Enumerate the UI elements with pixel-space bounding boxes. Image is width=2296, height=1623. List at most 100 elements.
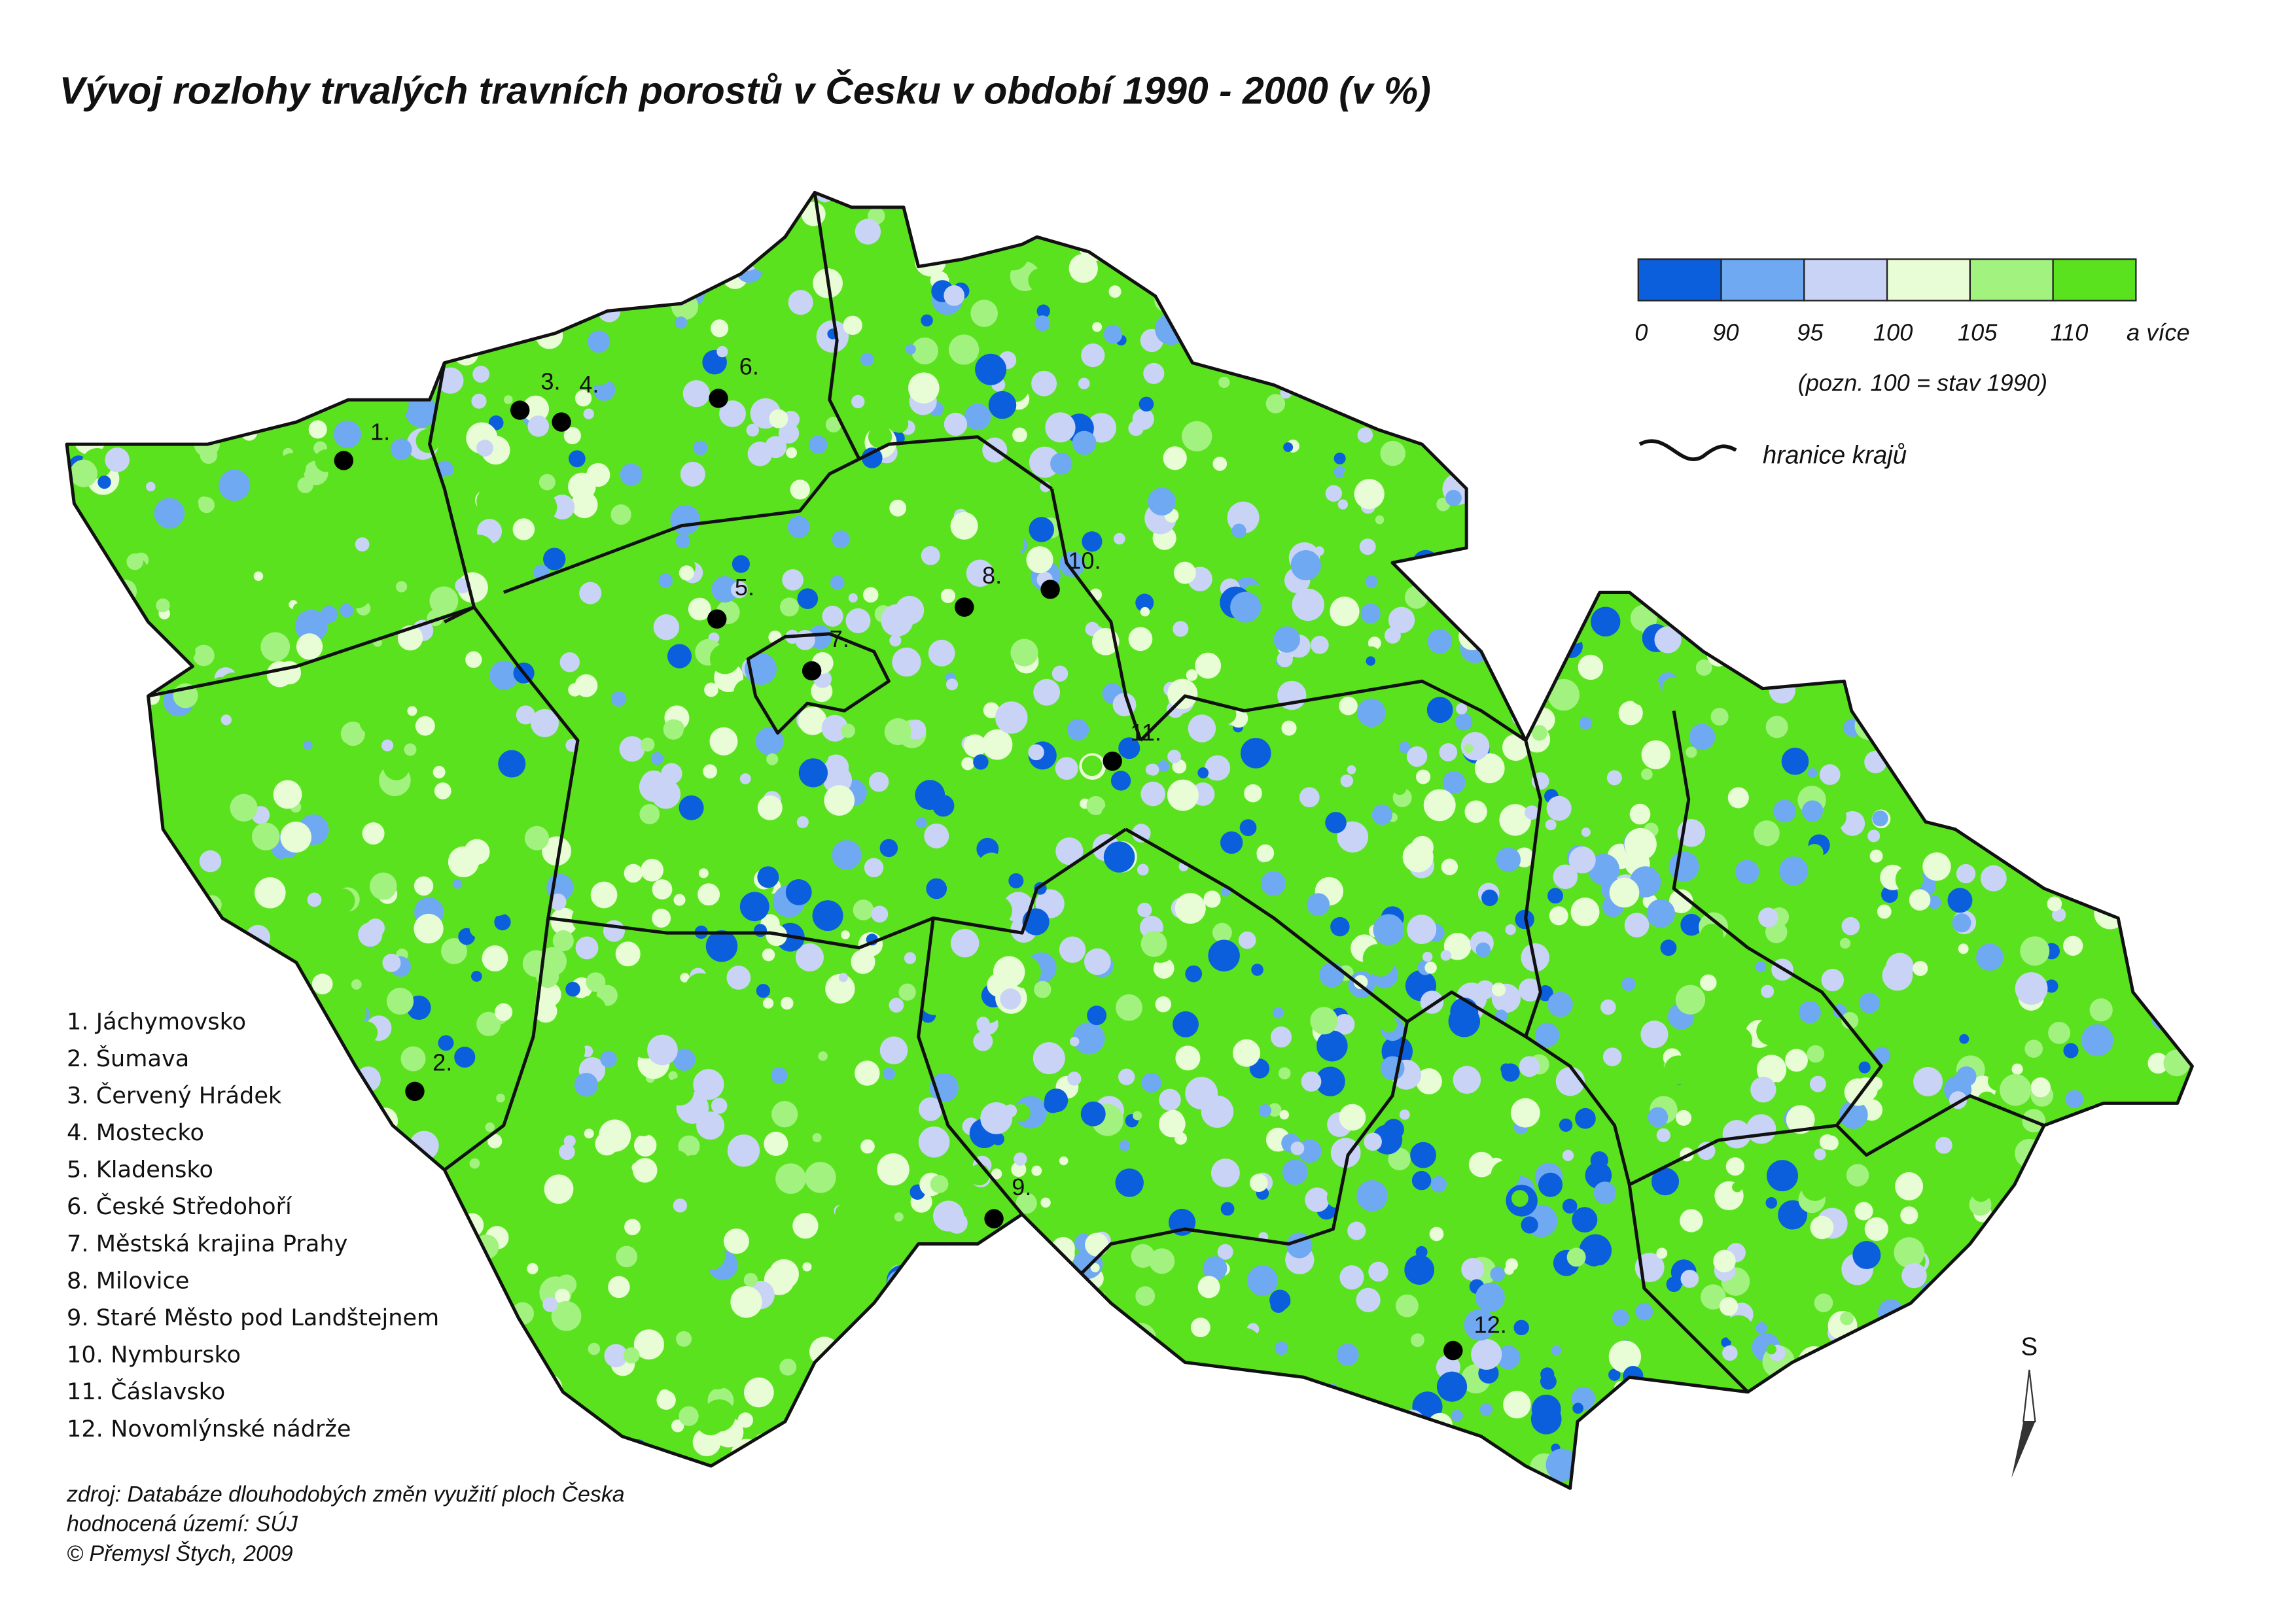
area-patch (1455, 309, 1485, 340)
area-patch (1072, 1331, 1083, 1342)
area-patch (1713, 1249, 1736, 1272)
area-patch (1031, 370, 1057, 396)
area-patch (1398, 192, 1412, 200)
area-patch (1135, 1286, 1156, 1306)
area-patch (86, 873, 115, 901)
area-patch (703, 1399, 736, 1432)
map-title: Vývoj rozlohy trvalých travních porostů … (60, 68, 1431, 112)
area-patch (2070, 1359, 2096, 1385)
area-patch (1856, 1431, 1887, 1463)
area-patch (1295, 253, 1309, 268)
area-patch (288, 222, 297, 231)
area-patch (1884, 923, 1894, 933)
area-patch (1382, 192, 1397, 203)
area-patch (429, 586, 459, 616)
area-patch (2065, 1090, 2084, 1108)
area-patch (1155, 996, 1172, 1013)
area-patch (732, 1478, 747, 1489)
area-patch (2188, 1437, 2193, 1452)
area-patch (2125, 814, 2141, 829)
area-patch (382, 953, 401, 972)
area-patch (1693, 577, 1704, 588)
area-patch (552, 1228, 561, 1238)
area-patch (919, 986, 949, 1015)
area-patch (1137, 902, 1152, 918)
area-patch (629, 171, 645, 188)
area-patch (108, 972, 138, 1002)
area-patch (504, 395, 513, 404)
area-patch (2034, 211, 2057, 234)
area-patch (1835, 419, 1856, 440)
area-patch (1531, 725, 1547, 741)
area-patch (1669, 307, 1701, 339)
area-patch (903, 1268, 925, 1290)
place-entry-number: 5. (67, 1157, 88, 1183)
area-patch (503, 1372, 533, 1402)
area-patch (288, 282, 305, 299)
area-patch (884, 718, 911, 746)
area-patch (2062, 401, 2088, 427)
area-patch (1217, 1244, 1233, 1260)
area-patch (1680, 1209, 1703, 1232)
area-patch (1835, 192, 1860, 213)
area-patch (1044, 1479, 1067, 1489)
area-patch (711, 1098, 728, 1114)
area-patch (337, 831, 369, 863)
area-patch (1750, 1076, 1776, 1103)
area-patch (522, 1415, 550, 1442)
area-patch (1918, 228, 1935, 245)
area-patch (147, 919, 175, 949)
area-patch (1167, 1492, 1176, 1501)
area-patch (1292, 192, 1322, 205)
area-patch (1867, 829, 1881, 843)
area-patch (1468, 1151, 1494, 1178)
area-patch (67, 227, 88, 257)
area-patch (2012, 298, 2035, 321)
area-patch (2077, 1147, 2101, 1172)
area-patch (2163, 1236, 2187, 1261)
area-patch (273, 780, 302, 809)
area-patch (1771, 507, 1787, 523)
area-patch (105, 927, 128, 950)
area-patch (395, 1465, 406, 1475)
area-patch (1945, 699, 1964, 718)
area-patch (904, 952, 917, 964)
area-patch (1451, 1410, 1463, 1422)
area-patch (1925, 509, 1947, 531)
area-patch (741, 1019, 768, 1045)
area-patch (641, 737, 655, 752)
place-entry: 3. Červený Hrádek (67, 1081, 282, 1109)
area-patch (241, 368, 272, 398)
area-patch (2093, 1232, 2105, 1244)
area-patch (610, 504, 631, 525)
area-patch (832, 840, 862, 870)
area-patch (598, 1119, 631, 1152)
area-patch (968, 1470, 993, 1489)
area-patch (2149, 1392, 2167, 1410)
region-borders (65, 190, 2194, 1490)
area-patch (340, 722, 365, 746)
area-patch (265, 1131, 275, 1141)
area-patch (1954, 688, 1987, 721)
area-patch (2107, 200, 2130, 223)
area-patch (1359, 538, 1376, 555)
area-patch (1819, 764, 1841, 785)
area-patch (1952, 913, 1971, 933)
area-patch (1629, 562, 1639, 572)
area-patch (252, 339, 282, 369)
area-patch (406, 1342, 431, 1366)
area-patch (946, 1212, 968, 1234)
area-patch (1794, 551, 1814, 570)
area-patch (1275, 1341, 1288, 1355)
area-patch (926, 878, 947, 899)
area-patch (658, 573, 673, 588)
area-patch (383, 239, 401, 258)
area-patch (2186, 1444, 2193, 1457)
area-patch (1833, 1361, 1846, 1373)
area-patch (2117, 655, 2131, 669)
area-patch (1336, 1343, 1359, 1366)
area-patch (945, 678, 959, 691)
area-patch (2187, 602, 2193, 612)
area-patch (2072, 783, 2085, 796)
area-patch (2117, 217, 2140, 239)
